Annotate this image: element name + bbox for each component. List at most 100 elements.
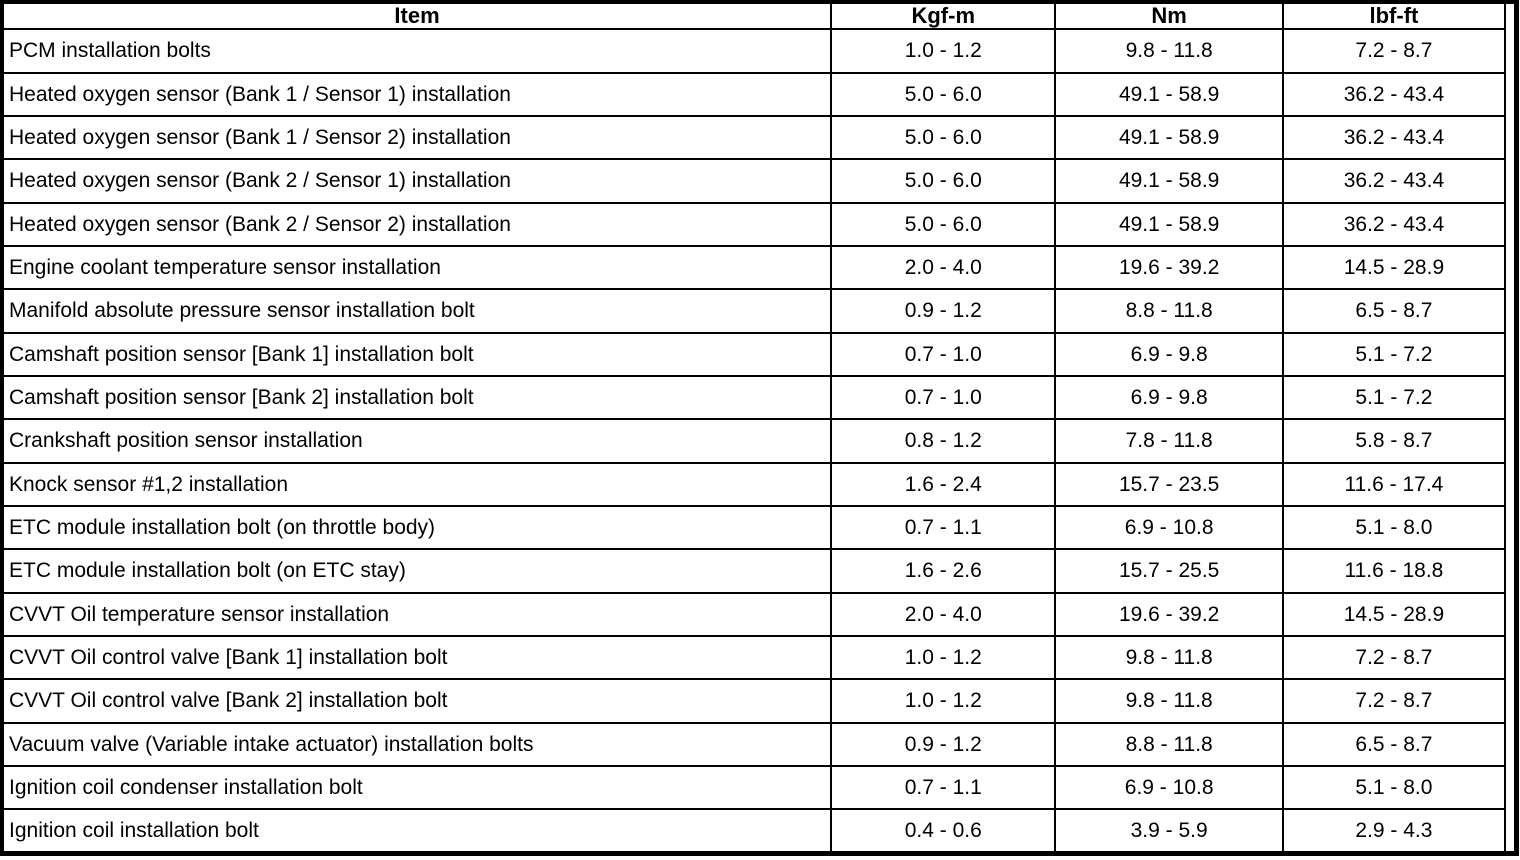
lbfft-cell: 5.8 - 8.7 — [1281, 418, 1507, 464]
lbfft-cell: 7.2 - 8.7 — [1281, 28, 1507, 74]
kgfm-cell: 0.7 - 1.1 — [830, 504, 1057, 551]
item-cell: CVVT Oil control valve [Bank 1] installa… — [4, 634, 833, 681]
table-row: CVVT Oil control valve [Bank 2] installa… — [4, 678, 1507, 724]
column-header-lbfft: lbf-ft — [1281, 4, 1507, 31]
column-header-kgfm: Kgf-m — [830, 4, 1057, 31]
table-row: Ignition coil condenser installation bol… — [4, 765, 1507, 811]
kgfm-cell: 5.0 - 6.0 — [830, 158, 1057, 204]
lbfft-cell: 11.6 - 17.4 — [1281, 461, 1507, 507]
kgfm-cell: 0.8 - 1.2 — [830, 418, 1057, 464]
item-cell: Knock sensor #1,2 installation — [4, 461, 833, 507]
kgfm-cell: 0.9 - 1.2 — [830, 288, 1057, 334]
table-row: CVVT Oil temperature sensor installation… — [4, 591, 1507, 638]
nm-cell: 49.1 - 58.9 — [1054, 158, 1284, 204]
kgfm-cell: 5.0 - 6.0 — [830, 201, 1057, 247]
table-row: PCM installation bolts 1.0 - 1.2 9.8 - 1… — [4, 28, 1507, 74]
nm-cell: 6.9 - 9.8 — [1054, 331, 1284, 377]
lbfft-cell: 36.2 - 43.4 — [1281, 158, 1507, 204]
table-body: PCM installation bolts 1.0 - 1.2 9.8 - 1… — [4, 28, 1507, 851]
kgfm-cell: 2.0 - 4.0 — [830, 591, 1057, 638]
item-cell: Heated oxygen sensor (Bank 1 / Sensor 1)… — [4, 71, 833, 117]
kgfm-cell: 5.0 - 6.0 — [830, 71, 1057, 117]
kgfm-cell: 0.9 - 1.2 — [830, 721, 1057, 768]
torque-spec-table: Item Kgf-m Nm lbf-ft PCM installation bo… — [4, 4, 1507, 851]
nm-cell: 49.1 - 58.9 — [1054, 201, 1284, 247]
lbfft-cell: 5.1 - 7.2 — [1281, 331, 1507, 377]
nm-cell: 19.6 - 39.2 — [1054, 244, 1284, 291]
table-row: Vacuum valve (Variable intake actuator) … — [4, 721, 1507, 768]
table-row: Crankshaft position sensor installation … — [4, 418, 1507, 464]
nm-cell: 6.9 - 10.8 — [1054, 504, 1284, 551]
table-row: Heated oxygen sensor (Bank 1 / Sensor 1)… — [4, 71, 1507, 117]
lbfft-cell: 5.1 - 7.2 — [1281, 374, 1507, 421]
nm-cell: 15.7 - 23.5 — [1054, 461, 1284, 507]
nm-cell: 8.8 - 11.8 — [1054, 288, 1284, 334]
lbfft-cell: 11.6 - 18.8 — [1281, 548, 1507, 594]
lbfft-cell: 7.2 - 8.7 — [1281, 678, 1507, 724]
kgfm-cell: 5.0 - 6.0 — [830, 114, 1057, 161]
item-cell: Camshaft position sensor [Bank 1] instal… — [4, 331, 833, 377]
lbfft-cell: 14.5 - 28.9 — [1281, 244, 1507, 291]
kgfm-cell: 2.0 - 4.0 — [830, 244, 1057, 291]
kgfm-cell: 0.7 - 1.0 — [830, 331, 1057, 377]
nm-cell: 9.8 - 11.8 — [1054, 634, 1284, 681]
table-row: Ignition coil installation bolt 0.4 - 0.… — [4, 808, 1507, 851]
item-cell: Manifold absolute pressure sensor instal… — [4, 288, 833, 334]
table-row: Camshaft position sensor [Bank 1] instal… — [4, 331, 1507, 377]
header-row: Item Kgf-m Nm lbf-ft — [4, 4, 1507, 31]
nm-cell: 6.9 - 10.8 — [1054, 765, 1284, 811]
nm-cell: 49.1 - 58.9 — [1054, 114, 1284, 161]
lbfft-cell: 36.2 - 43.4 — [1281, 201, 1507, 247]
nm-cell: 9.8 - 11.8 — [1054, 678, 1284, 724]
table-row: Knock sensor #1,2 installation 1.6 - 2.4… — [4, 461, 1507, 507]
table-row: Engine coolant temperature sensor instal… — [4, 244, 1507, 291]
kgfm-cell: 0.7 - 1.1 — [830, 765, 1057, 811]
item-cell: Ignition coil condenser installation bol… — [4, 765, 833, 811]
item-cell: Heated oxygen sensor (Bank 1 / Sensor 2)… — [4, 114, 833, 161]
item-cell: ETC module installation bolt (on ETC sta… — [4, 548, 833, 594]
item-cell: CVVT Oil temperature sensor installation — [4, 591, 833, 638]
lbfft-cell: 5.1 - 8.0 — [1281, 504, 1507, 551]
table-row: Camshaft position sensor [Bank 2] instal… — [4, 374, 1507, 421]
item-cell: Heated oxygen sensor (Bank 2 / Sensor 1)… — [4, 158, 833, 204]
nm-cell: 7.8 - 11.8 — [1054, 418, 1284, 464]
item-cell: ETC module installation bolt (on throttl… — [4, 504, 833, 551]
lbfft-cell: 5.1 - 8.0 — [1281, 765, 1507, 811]
item-cell: CVVT Oil control valve [Bank 2] installa… — [4, 678, 833, 724]
lbfft-cell: 2.9 - 4.3 — [1281, 808, 1507, 851]
lbfft-cell: 7.2 - 8.7 — [1281, 634, 1507, 681]
table-row: Manifold absolute pressure sensor instal… — [4, 288, 1507, 334]
column-header-nm: Nm — [1054, 4, 1284, 31]
kgfm-cell: 1.6 - 2.6 — [830, 548, 1057, 594]
kgfm-cell: 0.7 - 1.0 — [830, 374, 1057, 421]
nm-cell: 19.6 - 39.2 — [1054, 591, 1284, 638]
item-cell: PCM installation bolts — [4, 28, 833, 74]
nm-cell: 3.9 - 5.9 — [1054, 808, 1284, 851]
table-row: Heated oxygen sensor (Bank 2 / Sensor 2)… — [4, 201, 1507, 247]
table-row: ETC module installation bolt (on ETC sta… — [4, 548, 1507, 594]
item-cell: Vacuum valve (Variable intake actuator) … — [4, 721, 833, 768]
column-header-item: Item — [4, 4, 833, 31]
kgfm-cell: 1.0 - 1.2 — [830, 28, 1057, 74]
lbfft-cell: 6.5 - 8.7 — [1281, 288, 1507, 334]
lbfft-cell: 36.2 - 43.4 — [1281, 114, 1507, 161]
kgfm-cell: 0.4 - 0.6 — [830, 808, 1057, 851]
lbfft-cell: 36.2 - 43.4 — [1281, 71, 1507, 117]
item-cell: Ignition coil installation bolt — [4, 808, 833, 851]
kgfm-cell: 1.0 - 1.2 — [830, 634, 1057, 681]
nm-cell: 49.1 - 58.9 — [1054, 71, 1284, 117]
item-cell: Crankshaft position sensor installation — [4, 418, 833, 464]
table-row: Heated oxygen sensor (Bank 2 / Sensor 1)… — [4, 158, 1507, 204]
nm-cell: 6.9 - 9.8 — [1054, 374, 1284, 421]
kgfm-cell: 1.0 - 1.2 — [830, 678, 1057, 724]
table-row: ETC module installation bolt (on throttl… — [4, 504, 1507, 551]
kgfm-cell: 1.6 - 2.4 — [830, 461, 1057, 507]
nm-cell: 15.7 - 25.5 — [1054, 548, 1284, 594]
table-row: CVVT Oil control valve [Bank 1] installa… — [4, 634, 1507, 681]
lbfft-cell: 14.5 - 28.9 — [1281, 591, 1507, 638]
nm-cell: 9.8 - 11.8 — [1054, 28, 1284, 74]
nm-cell: 8.8 - 11.8 — [1054, 721, 1284, 768]
item-cell: Heated oxygen sensor (Bank 2 / Sensor 2)… — [4, 201, 833, 247]
item-cell: Engine coolant temperature sensor instal… — [4, 244, 833, 291]
